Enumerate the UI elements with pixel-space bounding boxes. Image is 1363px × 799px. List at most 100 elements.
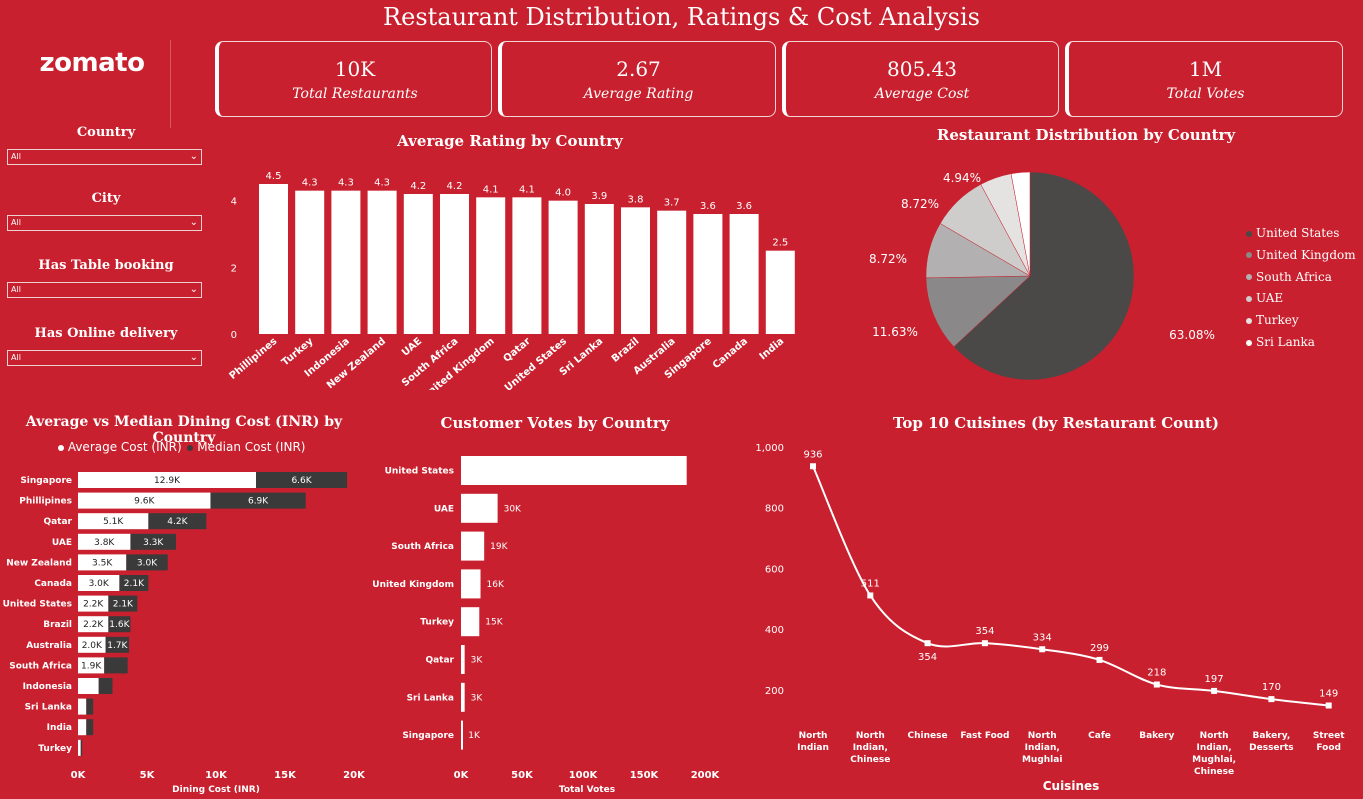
legend-dot-average bbox=[58, 444, 64, 451]
chevron-down-icon[interactable]: ⌄ bbox=[189, 217, 198, 228]
category-label: Brazil bbox=[43, 620, 72, 630]
x-tick-label: North Indian bbox=[797, 731, 829, 753]
x-tick-label: Phillipines bbox=[227, 336, 279, 382]
legend-item: United Kingdom bbox=[1246, 248, 1356, 262]
category-label: Canada bbox=[34, 579, 72, 589]
rating-bar bbox=[657, 210, 687, 334]
x-tick-label: Chinese bbox=[908, 731, 948, 741]
rating-data-label: 4.3 bbox=[302, 178, 318, 189]
online-delivery-filter-dropdown[interactable]: All ⌄ bbox=[7, 350, 202, 366]
rating-bar bbox=[476, 197, 506, 334]
cost-stacked-bar-chart: Singapore 12.9K 6.6K Phillipines 9.6K 6.9K Qat… bbox=[3, 472, 366, 795]
legend-dot bbox=[1246, 274, 1252, 281]
x-tick-label: 150K bbox=[630, 770, 660, 781]
votes-bar-chart: United States UAE 30K South Africa 19K United… bbox=[372, 456, 721, 795]
filter-label-online-delivery: Has Online delivery bbox=[34, 326, 178, 341]
legend-label-average: Average Cost (INR) bbox=[67, 440, 182, 454]
legend-dot bbox=[1246, 295, 1252, 302]
rating-data-label: 4.3 bbox=[338, 178, 354, 189]
dropdown-value: All bbox=[11, 353, 21, 362]
pie-data-label: 11.63% bbox=[872, 325, 918, 339]
pie-data-label: 63.08% bbox=[1169, 328, 1215, 342]
filter-label-city: City bbox=[91, 191, 121, 206]
average-cost-label: 3.0K bbox=[89, 579, 110, 589]
cuisines-line-chart: 200 400 600 800 1,000 936 511 354 354 334 299 218 19… bbox=[755, 443, 1345, 793]
line-data-label: 299 bbox=[1090, 643, 1109, 654]
rating-data-label: 3.6 bbox=[736, 201, 752, 212]
x-tick-label: North Indian, Mughlai, Chinese bbox=[1192, 731, 1236, 777]
chevron-down-icon[interactable]: ⌄ bbox=[189, 352, 198, 363]
dropdown-value: All bbox=[11, 152, 21, 161]
x-tick-label: Bakery bbox=[1139, 731, 1174, 741]
line-point bbox=[1096, 656, 1103, 663]
median-cost-label: 2.1K bbox=[124, 579, 145, 589]
city-filter-dropdown[interactable]: All ⌄ bbox=[7, 215, 202, 231]
category-label: South Africa bbox=[391, 542, 454, 552]
legend-label: United States bbox=[1256, 226, 1340, 240]
average-cost-bar bbox=[78, 533, 131, 550]
average-cost-label: 1.9K bbox=[81, 661, 102, 671]
legend-label: United Kingdom bbox=[1256, 247, 1356, 262]
average-cost-label: 2.0K bbox=[82, 641, 103, 651]
x-tick-label: 5K bbox=[140, 770, 156, 781]
kpi-value: 805.43 bbox=[887, 57, 957, 81]
rating-data-label: 2.5 bbox=[772, 238, 788, 249]
legend-dot bbox=[1246, 230, 1252, 237]
line-point bbox=[867, 592, 874, 599]
table-booking-filter-dropdown[interactable]: All ⌄ bbox=[7, 282, 202, 298]
legend-dot bbox=[1246, 252, 1252, 259]
rating-bar bbox=[259, 184, 288, 334]
category-label: Sri Lanka bbox=[407, 693, 454, 703]
legend-item: UAE bbox=[1246, 291, 1283, 305]
legend-item: South Africa bbox=[1246, 270, 1332, 284]
country-filter-dropdown[interactable]: All ⌄ bbox=[7, 149, 202, 165]
median-cost-bar bbox=[148, 513, 207, 530]
y-tick-label: 800 bbox=[765, 504, 784, 515]
kpi-value: 1M bbox=[1188, 57, 1223, 81]
legend-dot-median bbox=[187, 444, 194, 451]
line-point bbox=[1325, 702, 1332, 709]
pie-slice bbox=[925, 275, 1031, 348]
rating-bar bbox=[729, 214, 759, 334]
kpi-card-total-votes: 1M Total Votes bbox=[1065, 41, 1343, 117]
average-cost-bar bbox=[78, 575, 120, 591]
x-tick-label: Qatar bbox=[501, 336, 532, 365]
votes-bar bbox=[461, 720, 463, 750]
category-label: Indonesia bbox=[23, 682, 72, 692]
rating-bar bbox=[512, 197, 542, 334]
line-point bbox=[1211, 687, 1218, 694]
rating-data-label: 3.7 bbox=[664, 198, 680, 209]
average-cost-label: 9.6K bbox=[134, 497, 155, 507]
logo-divider bbox=[170, 40, 171, 128]
filter-label-table-booking: Has Table booking bbox=[38, 258, 174, 273]
rating-data-label: 4.3 bbox=[374, 178, 390, 189]
average-cost-bar bbox=[78, 719, 87, 736]
category-label: Turkey bbox=[38, 744, 72, 754]
median-cost-label: 2.1K bbox=[113, 600, 134, 610]
votes-data-label: 15K bbox=[485, 618, 503, 628]
cuisines-line bbox=[812, 465, 1329, 707]
average-cost-bar bbox=[78, 492, 211, 509]
x-tick-label: Cafe bbox=[1088, 731, 1111, 741]
median-cost-label: 1.6K bbox=[109, 620, 130, 630]
median-cost-bar bbox=[98, 678, 113, 694]
kpi-card-total-restaurants: 10K Total Restaurants bbox=[215, 41, 492, 117]
average-cost-label: 5.1K bbox=[103, 517, 124, 527]
chevron-down-icon[interactable]: ⌄ bbox=[189, 284, 198, 295]
line-data-label: 354 bbox=[975, 626, 994, 637]
category-label: New Zealand bbox=[6, 558, 72, 568]
x-axis-title: Total Votes bbox=[559, 785, 615, 795]
category-label: UAE bbox=[52, 538, 72, 548]
rating-bar bbox=[367, 190, 397, 334]
rating-data-label: 3.9 bbox=[591, 191, 607, 202]
category-label: Sri Lanka bbox=[25, 703, 72, 713]
x-tick-label: UAE bbox=[400, 336, 424, 359]
pie-chart-title: Restaurant Distribution by Country bbox=[936, 126, 1236, 144]
rating-bar bbox=[693, 214, 723, 334]
dashboard-title: Restaurant Distribution, Ratings & Cost … bbox=[383, 3, 980, 31]
votes-data-label: 3K bbox=[471, 693, 484, 703]
chevron-down-icon[interactable]: ⌄ bbox=[189, 151, 198, 162]
average-cost-bar bbox=[78, 698, 87, 715]
category-label: Turkey bbox=[420, 618, 454, 628]
x-tick-label: Brazil bbox=[610, 336, 642, 365]
